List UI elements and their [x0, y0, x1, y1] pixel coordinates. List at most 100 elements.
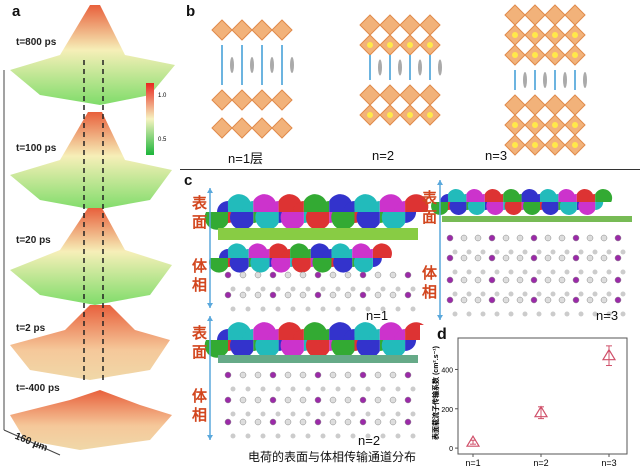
atom [530, 254, 538, 262]
atom [299, 371, 307, 379]
atom [536, 311, 542, 317]
atom [365, 411, 371, 417]
atom [380, 433, 386, 439]
atom [494, 249, 500, 255]
atom [592, 311, 598, 317]
octahedron [544, 94, 566, 116]
atom [586, 254, 594, 262]
y-tick-label: 400 [441, 367, 453, 374]
atom [508, 311, 514, 317]
atom [260, 433, 266, 439]
atom [474, 276, 482, 284]
atom [260, 306, 266, 312]
atom [446, 234, 454, 242]
atom [284, 291, 292, 299]
octahedron [564, 94, 586, 116]
atom [329, 396, 337, 404]
atom [344, 291, 352, 299]
surface-20ps [10, 208, 172, 305]
time-label: t=100 ps [16, 143, 57, 154]
surface-neg400ps [10, 390, 172, 450]
atom [502, 296, 510, 304]
atom [350, 386, 356, 392]
atom [558, 254, 566, 262]
octahedron [399, 84, 421, 106]
atom [320, 386, 326, 392]
plot-frame [457, 337, 628, 455]
structure-label: n=2 [358, 433, 381, 448]
atom [606, 269, 612, 275]
octahedron [251, 89, 273, 111]
atom [614, 276, 622, 284]
atom [254, 396, 262, 404]
atom [466, 269, 472, 275]
atom [592, 249, 598, 255]
atom [395, 286, 401, 292]
atom [516, 254, 524, 262]
orbital [381, 194, 429, 230]
atom [564, 311, 570, 317]
atom [230, 411, 236, 417]
data-point [533, 405, 549, 418]
atom [592, 291, 598, 297]
atom [299, 396, 307, 404]
colorbar-tick: 0.5 [158, 137, 167, 143]
atom [305, 386, 311, 392]
atom [284, 396, 292, 404]
atom [544, 234, 552, 242]
atom [305, 306, 311, 312]
atom [564, 249, 570, 255]
atom [359, 396, 367, 404]
atom [320, 286, 326, 292]
atom [299, 418, 307, 426]
atom [269, 396, 277, 404]
octahedron [271, 19, 293, 41]
atom [446, 276, 454, 284]
atom [335, 386, 341, 392]
atom [329, 291, 337, 299]
atom [350, 306, 356, 312]
x-tick-label: n=1 [465, 458, 480, 468]
atom [320, 306, 326, 312]
atom [544, 276, 552, 284]
atom [365, 286, 371, 292]
atom [606, 249, 612, 255]
octahedron [211, 89, 233, 111]
atom [305, 411, 311, 417]
organic-cation [250, 57, 254, 73]
time-label: t=20 ps [16, 235, 51, 246]
octahedron [231, 89, 253, 111]
atom [578, 291, 584, 297]
atom [365, 433, 371, 439]
structure-label: n=3 [485, 148, 508, 163]
atom [239, 291, 247, 299]
colorbar [146, 83, 154, 155]
octahedron [399, 14, 421, 36]
atom [480, 311, 486, 317]
atom [460, 234, 468, 242]
atom [410, 386, 416, 392]
atom [269, 371, 277, 379]
surface-2ps [10, 305, 170, 380]
atom [466, 291, 472, 297]
atom [474, 254, 482, 262]
atom [374, 396, 382, 404]
atom [530, 234, 538, 242]
surface-100ps [10, 112, 172, 210]
octahedron [251, 19, 273, 41]
atom [488, 234, 496, 242]
atom [578, 311, 584, 317]
atom [290, 306, 296, 312]
time-label: t=800 ps [16, 37, 57, 48]
atom [494, 269, 500, 275]
atom [269, 271, 277, 279]
structure-label: n=1层 [228, 151, 264, 166]
atom [600, 254, 608, 262]
atom [239, 371, 247, 379]
atom [395, 411, 401, 417]
atom [410, 286, 416, 292]
atom [320, 411, 326, 417]
atom [452, 311, 458, 317]
atom [395, 433, 401, 439]
atom [508, 291, 514, 297]
